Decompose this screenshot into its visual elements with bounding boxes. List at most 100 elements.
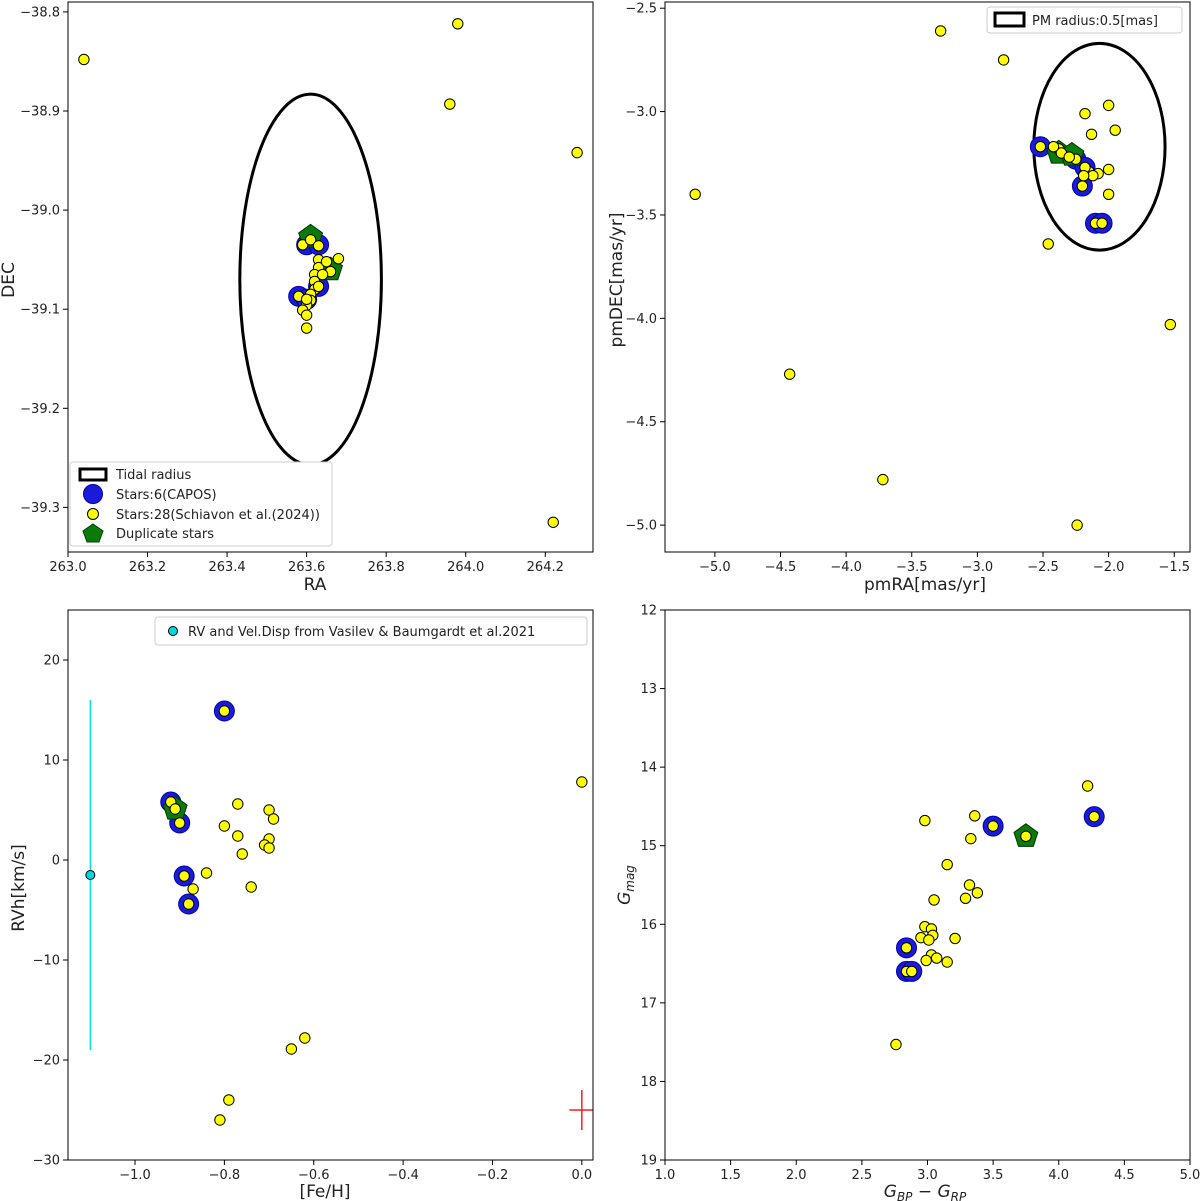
schiavon-star <box>300 293 313 305</box>
y-tick-label: −38.9 <box>20 105 60 120</box>
x-tick-label: −2.5 <box>1027 560 1059 575</box>
legend-label-schiavon: Stars:28(Schiavon et al.(2024)) <box>116 508 320 523</box>
x-tick-label: −0.6 <box>298 1168 330 1183</box>
panel-ra-dec: 263.0 263.2 263.4 263.6 263.8 264.0 264.2 −39.3… <box>0 1 594 595</box>
x-tick-label: −3.0 <box>962 560 994 575</box>
y-tick-label: −4.0 <box>625 312 657 327</box>
y-tick-label: 0 <box>52 854 60 869</box>
schiavon-star <box>963 879 976 891</box>
legend-label-capos: Stars:6(CAPOS) <box>116 488 217 503</box>
x-axis-label: RA <box>304 575 327 595</box>
schiavon-star <box>223 1094 235 1106</box>
schiavon-star <box>689 188 701 200</box>
legend-key-reference <box>168 626 178 636</box>
panel-cmd: 1.0 1.5 2.0 2.5 3.0 3.5 4.0 4.5 5.0 12 13 14 15 16 17 1… <box>615 604 1200 1201</box>
schiavon-star <box>959 892 972 905</box>
legend-frame <box>69 461 333 547</box>
schiavon-star <box>232 830 244 842</box>
schiavon-star <box>571 146 583 159</box>
y-tick-label: −10 <box>33 954 60 969</box>
x-tick-label: −2.0 <box>1093 560 1125 575</box>
schiavon-star <box>1102 188 1115 200</box>
axes-frame <box>67 609 594 1161</box>
schiavon-star <box>1071 519 1083 531</box>
schiavon-star <box>1096 217 1108 229</box>
schiavon-star <box>1020 830 1032 842</box>
legend-label-reference: RV and Vel.Disp from Vasilev & Baumgardt… <box>188 625 535 640</box>
y-label-sub: mag <box>623 865 637 892</box>
schiavon-star <box>949 932 961 945</box>
legend-key-ellipse <box>78 467 108 482</box>
schiavon-star <box>1042 238 1054 250</box>
y-tick-label: −38.8 <box>20 5 60 20</box>
schiavon-star <box>1077 169 1090 182</box>
schiavon-star <box>920 954 932 967</box>
plot-area <box>78 18 583 528</box>
legend-key-duplicates <box>82 523 104 543</box>
x-tick-label: 2.5 <box>852 1168 873 1183</box>
schiavon-star <box>444 98 456 110</box>
schiavon-star <box>169 803 181 815</box>
x-label-sub-rp: RP <box>951 1190 967 1201</box>
schiavon-star <box>312 240 325 252</box>
schiavon-star <box>997 54 1010 66</box>
y-tick-label: −4.5 <box>625 415 657 430</box>
schiavon-star <box>941 956 953 968</box>
reference-point <box>85 870 96 880</box>
y-axis-label: Gmag <box>615 865 637 905</box>
x-tick-label: 4.0 <box>1048 1168 1069 1183</box>
x-tick-label: 264.2 <box>527 560 564 575</box>
schiavon-star <box>969 810 981 822</box>
schiavon-star <box>1076 180 1089 192</box>
x-tick-label: 1.5 <box>720 1168 741 1183</box>
y-tick-label: −2.5 <box>625 2 657 17</box>
schiavon-star <box>941 858 953 871</box>
y-tick-label: 10 <box>43 754 60 769</box>
legend-key-ellipse <box>993 11 1026 28</box>
schiavon-star <box>300 309 313 321</box>
axes-frame <box>67 1 594 553</box>
schiavon-star <box>1109 124 1121 136</box>
x-label-main: G <box>884 1182 897 1201</box>
y-tick-label: −39.3 <box>20 501 60 516</box>
schiavon-star <box>934 25 947 37</box>
legend-frame <box>154 616 588 646</box>
x-tick-label: −4.5 <box>765 560 797 575</box>
schiavon-star <box>919 814 931 827</box>
schiavon-star <box>1102 163 1115 176</box>
schiavon-star <box>316 268 329 281</box>
schiavon-star <box>1079 107 1091 120</box>
y-tick-label: −3.0 <box>625 105 657 120</box>
y-tick-label: 15 <box>640 839 657 854</box>
schiavon-star <box>263 842 275 854</box>
legend-label-pm-radius: PM radius:0.5[mas] <box>1032 14 1158 29</box>
schiavon-star <box>930 952 943 964</box>
x-tick-label: −0.4 <box>387 1168 419 1183</box>
y-tick-label: 16 <box>640 918 657 933</box>
y-axis-label: DEC <box>0 262 19 298</box>
panel-proper-motion: −5.0 −4.5 −4.0 −3.5 −3.0 −2.5 −2.0 −1.5 −5.0 −4.5… <box>607 1 1191 595</box>
x-axis-label: GBP − GRP <box>884 1182 967 1201</box>
x-tick-label: 264.0 <box>447 560 484 575</box>
legend-label-duplicates: Duplicate stars <box>116 527 214 542</box>
axis-ticks: −5.0 −4.5 −4.0 −3.5 −3.0 −2.5 −2.0 −1.5 −5.0 −4.5… <box>625 1 1191 575</box>
y-axis-label: RVh[km/s] <box>9 844 29 932</box>
y-tick-label: −20 <box>33 1054 60 1069</box>
legend: PM radius:0.5[mas] <box>986 6 1183 34</box>
axes-frame <box>664 609 1191 1161</box>
schiavon-star <box>987 820 999 832</box>
schiavon-star <box>174 817 186 829</box>
x-tick-label: 263.0 <box>49 560 86 575</box>
y-tick-label: −39.2 <box>20 402 60 417</box>
schiavon-star <box>1063 151 1075 163</box>
x-tick-label: −5.0 <box>699 560 731 575</box>
y-tick-label: 17 <box>640 996 657 1011</box>
y-tick-label: 14 <box>640 761 657 776</box>
legend-frame <box>986 6 1183 34</box>
schiavon-star <box>320 255 333 268</box>
x-tick-label: −1.0 <box>119 1168 151 1183</box>
x-axis-label: [Fe/H] <box>299 1182 350 1201</box>
x-tick-label: 263.2 <box>129 560 166 575</box>
schiavon-star <box>332 252 345 265</box>
